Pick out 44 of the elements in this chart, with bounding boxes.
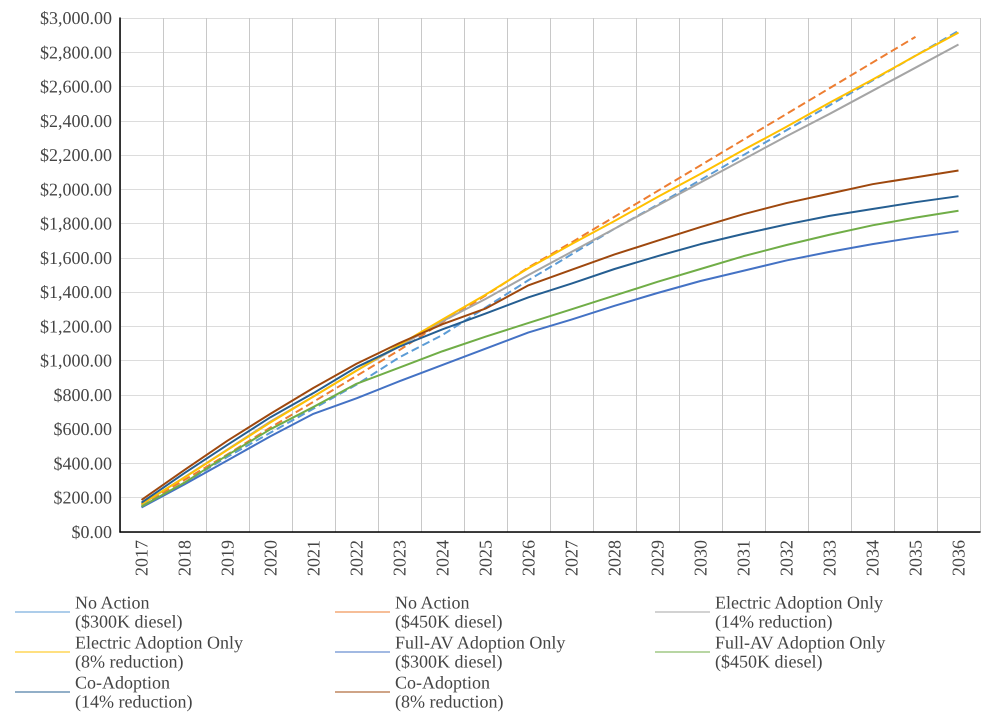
legend-label: Full-AV Adoption Only ($450K diesel)	[715, 632, 886, 672]
x-tick-label: 2031	[734, 540, 754, 576]
x-tick-label: 2035	[906, 540, 926, 576]
legend-label: No Action ($450K diesel)	[395, 592, 502, 632]
legend-label: Electric Adoption Only (14% reduction)	[715, 592, 883, 632]
y-tick-label: $400.00	[54, 453, 112, 474]
y-tick-label: $3,000.00	[40, 8, 112, 28]
y-tick-label: $600.00	[54, 419, 112, 440]
x-tick-label: 2025	[476, 540, 496, 576]
legend-label: Co-Adoption (8% reduction)	[395, 672, 504, 712]
y-tick-label: $800.00	[54, 384, 112, 405]
y-tick-label: $2,600.00	[40, 76, 112, 97]
x-tick-label: 2026	[518, 540, 538, 576]
x-tick-label: 2023	[390, 540, 410, 576]
y-tick-label: $2,400.00	[40, 110, 112, 131]
x-tick-label: 2019	[218, 540, 238, 576]
x-tick-label: 2027	[562, 540, 582, 576]
x-tick-label: 2018	[174, 540, 194, 576]
x-tick-label: 2034	[862, 540, 882, 576]
x-tick-label: 2030	[690, 540, 710, 576]
y-tick-label: $1,600.00	[40, 248, 112, 268]
x-tick-label: 2017	[132, 540, 152, 576]
y-tick-label: $1,200.00	[40, 316, 112, 336]
y-tick-label: $2,200.00	[40, 145, 112, 166]
x-tick-label: 2024	[432, 540, 452, 576]
x-tick-label: 2032	[776, 540, 796, 576]
x-tick-label: 2020	[260, 540, 280, 576]
y-tick-label: $1,400.00	[40, 282, 112, 302]
x-tick-label: 2022	[346, 540, 366, 576]
y-tick-label: $2,000.00	[40, 179, 112, 200]
x-tick-label: 2033	[820, 540, 840, 576]
y-tick-label: $1,800.00	[40, 214, 112, 234]
x-tick-label: 2028	[604, 540, 624, 576]
legend-label: Full-AV Adoption Only ($300K diesel)	[395, 632, 566, 672]
legend-label: No Action ($300K diesel)	[75, 592, 182, 632]
legend-label: Electric Adoption Only (8% reduction)	[75, 632, 243, 672]
x-tick-label: 2029	[648, 540, 668, 576]
y-tick-label: $2,800.00	[40, 42, 112, 62]
y-tick-label: $1,000.00	[40, 350, 112, 371]
legend-label: Co-Adoption (14% reduction)	[75, 672, 192, 712]
x-tick-label: 2036	[948, 540, 968, 576]
x-tick-label: 2021	[304, 540, 324, 576]
y-tick-label: $200.00	[54, 488, 112, 508]
y-tick-label: $0.00	[72, 522, 112, 542]
